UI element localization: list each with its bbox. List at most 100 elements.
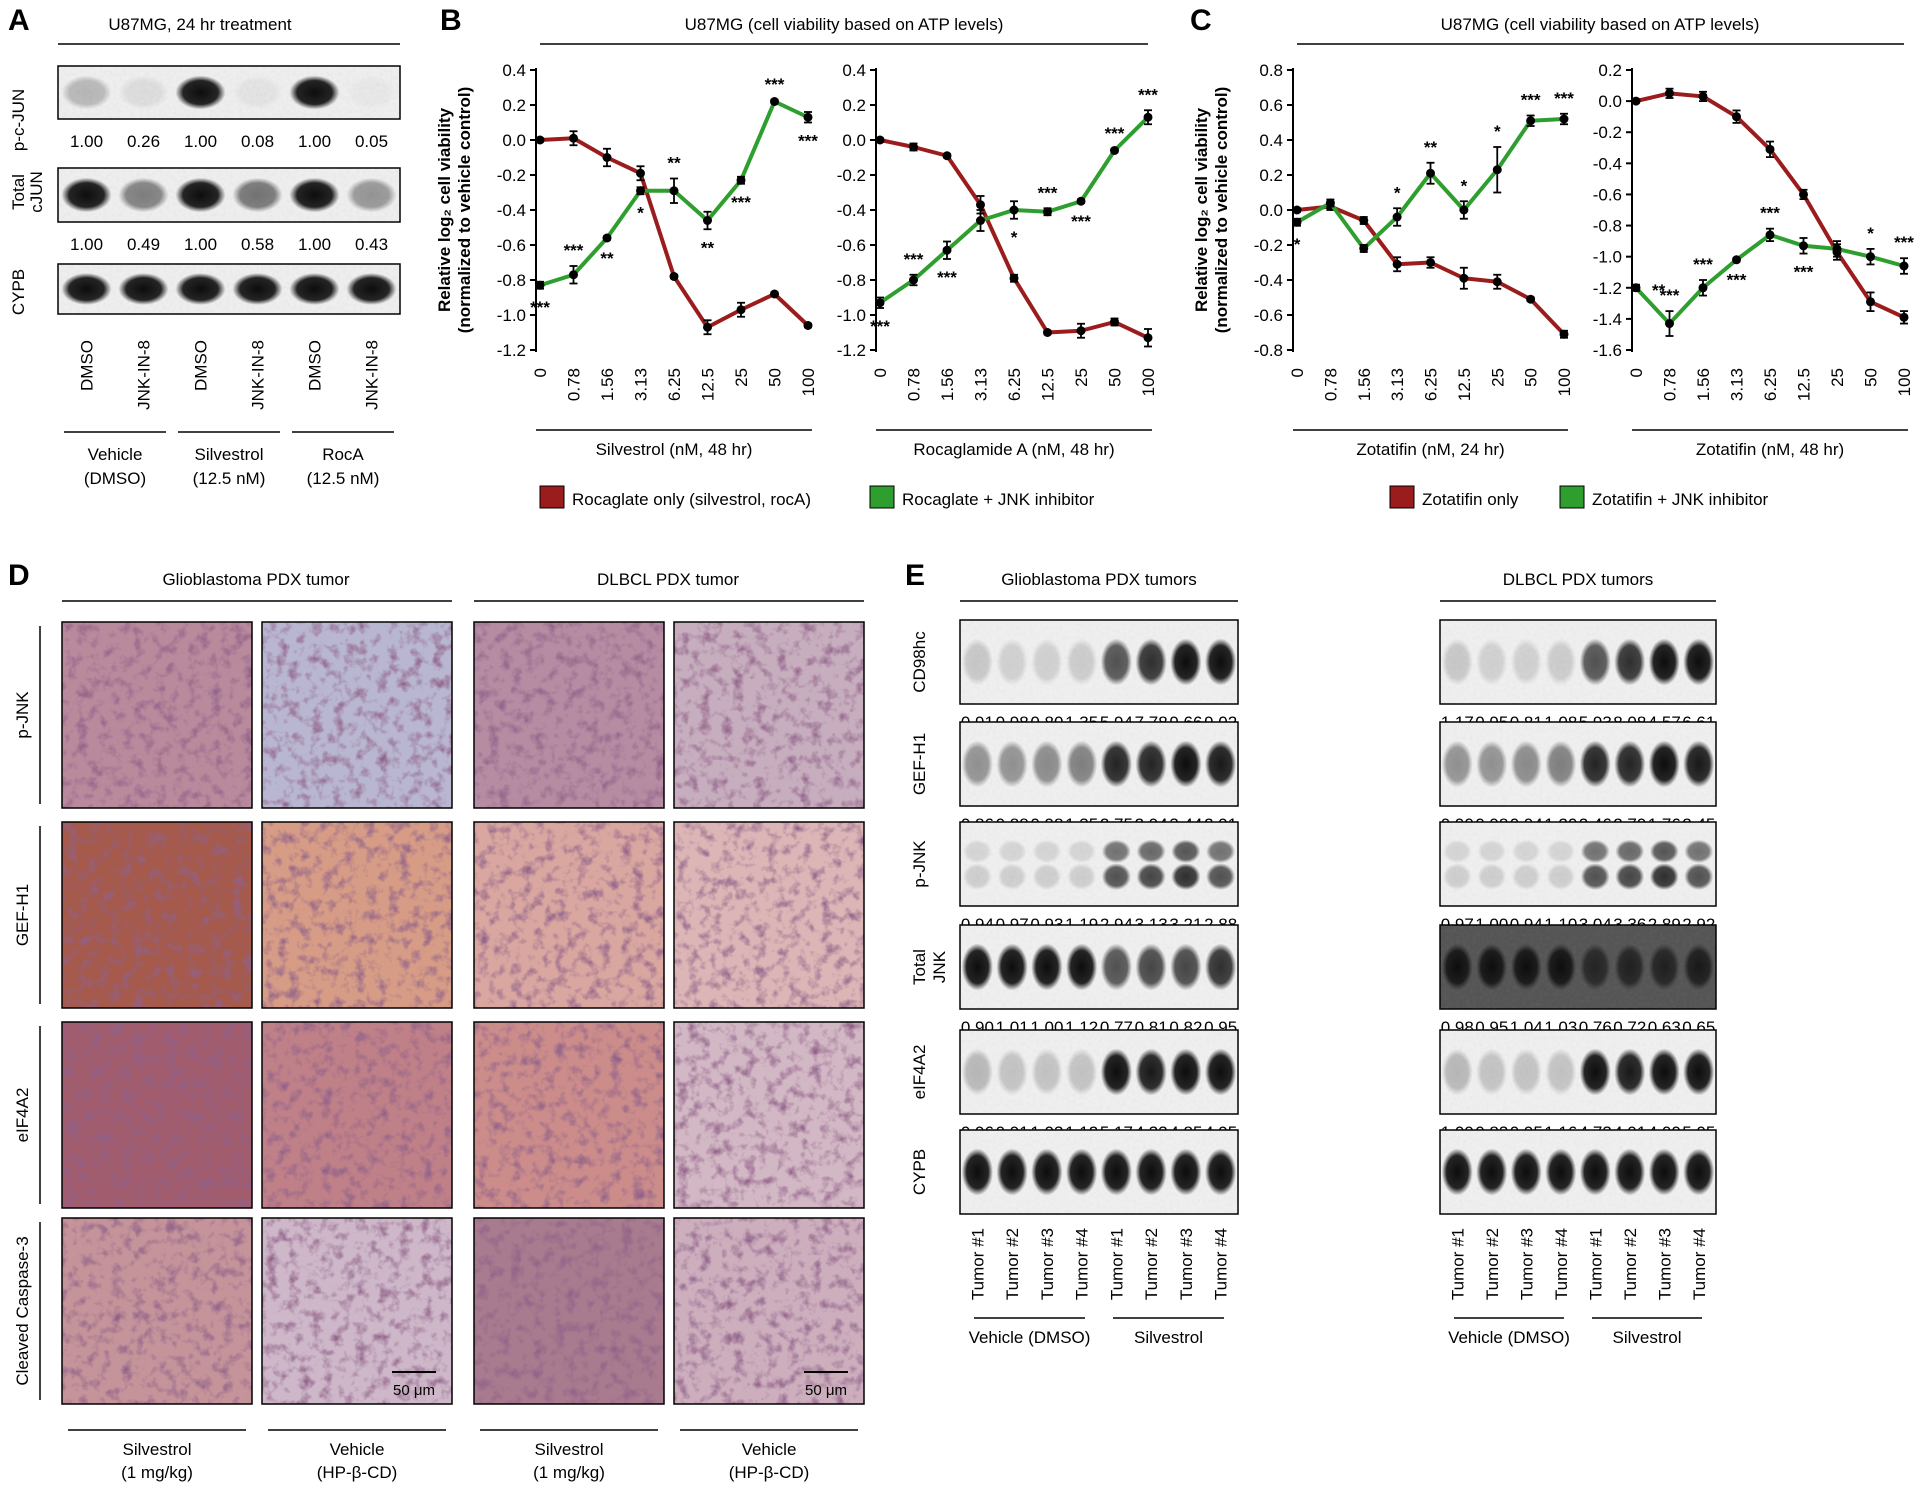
panel-a-title: U87MG, 24 hr treatment [108,15,292,34]
data-point [976,216,985,225]
significance-marker: * [1494,122,1501,141]
x-tick-label: 0 [531,368,550,377]
blot-band [1100,740,1133,788]
significance-marker: *** [904,250,924,269]
blot-band [1135,943,1167,991]
blot-band [1100,943,1133,991]
x-tick-label: 25 [732,368,751,387]
ihc-frame [673,821,865,1009]
blot-band [1546,839,1576,864]
blot-band [1683,1048,1715,1096]
group-sublabel: (DMSO) [84,469,146,488]
blot-label: Total [9,174,28,210]
y-tick-label: -1.0 [1593,248,1622,267]
significance-marker: *** [1794,263,1814,282]
x-tick-label: 0.78 [905,368,924,401]
blot-band [996,1148,1028,1196]
ihc-texture [262,822,452,1008]
blot-band [1614,638,1646,686]
data-point [636,168,645,178]
data-point [1631,283,1641,293]
blot-value: 0.05 [355,132,388,151]
blot-band [1683,1148,1715,1196]
blot-band [997,863,1027,891]
x-tick-label: 3.13 [1728,368,1747,401]
data-point [1765,144,1775,154]
group-sublabel: (12.5 nM) [193,469,266,488]
blot-band [1170,740,1202,788]
lane-label: Tumor #4 [1212,1228,1231,1300]
ihc-image [473,821,665,1009]
data-point [569,270,578,280]
legend-swatch [539,485,565,509]
significance-marker: *** [1138,85,1158,104]
data-point [1765,230,1775,240]
significance-marker: ** [1424,138,1438,157]
y-tick-label: 0.4 [1259,131,1283,150]
blot-band [1545,740,1577,788]
significance-marker: ** [600,249,614,268]
y-tick-label: -0.2 [837,166,866,185]
data-point [1698,283,1708,293]
y-tick-label: 0.8 [1259,61,1283,80]
panel-a-blot-1: p-c-JUN 1.00 0.26 1.00 0.08 1.00 0.05 [9,65,401,151]
lane-label: JNK-IN-8 [135,340,154,410]
ihc-image [61,1217,253,1405]
blot-band [1206,839,1236,864]
blot-label: cJUN [27,171,46,213]
significance-marker: * [1867,224,1874,243]
ihc-frame [473,621,665,809]
blot-label: eIF4A2 [910,1045,929,1100]
data-point [1392,259,1402,269]
data-point [736,175,746,185]
blot-band [1476,638,1508,686]
data-point [1899,261,1909,271]
blot-band [1614,740,1646,788]
blot-band [1476,1148,1508,1196]
legend-label: Zotatifin + JNK inhibitor [1592,490,1769,509]
x-tick-label: 12.5 [1039,368,1058,401]
blot-background [58,66,400,119]
lane-label: DMSO [78,340,97,391]
y-tick-label: 0.6 [1259,96,1283,115]
blot-band [1649,863,1679,891]
y-tick-label: -1.4 [1593,310,1622,329]
blot-band [175,273,226,305]
data-point [1732,255,1741,265]
blot-band [1100,638,1133,686]
x-axis-label: Zotatifin (nM, 48 hr) [1696,440,1844,459]
y-tick-label: -0.8 [497,271,526,290]
blot-band [289,273,340,305]
data-point [1866,297,1875,307]
blot-band [1614,943,1646,991]
significance-marker: *** [731,193,751,212]
significance-marker: * [1394,183,1401,202]
panel-e-blot [1439,721,1717,807]
blot-band [1648,1048,1680,1096]
panel-b-ylabel: Relative log₂ cell viability [435,107,454,312]
significance-marker: *** [870,317,890,336]
blot-label: JNK [930,950,949,983]
data-point [1359,244,1369,253]
lane-label: Tumor #1 [968,1228,987,1300]
data-point [669,272,679,281]
panel-letter-d: D [8,559,30,592]
significance-marker: *** [1554,89,1574,108]
blot-band [996,638,1028,686]
ihc-frame [673,621,865,809]
data-point [1043,328,1052,337]
ihc-texture [62,822,252,1008]
blot-band [961,943,994,991]
ihc-texture [262,1022,452,1208]
legend-swatch [1559,485,1585,509]
x-axis-label: Rocaglamide A (nM, 48 hr) [913,440,1114,459]
significance-marker: *** [1727,270,1747,289]
y-tick-label: -0.8 [1254,341,1283,360]
data-point [1631,96,1641,106]
data-point [535,280,545,290]
panel-e-header: DLBCL PDX tumors [1503,570,1654,589]
x-tick-label: 6.25 [665,368,684,401]
blot-label: CD98hc [910,631,929,693]
panel-letter-e: E [905,559,925,592]
panel-letter-c: C [1190,4,1212,37]
